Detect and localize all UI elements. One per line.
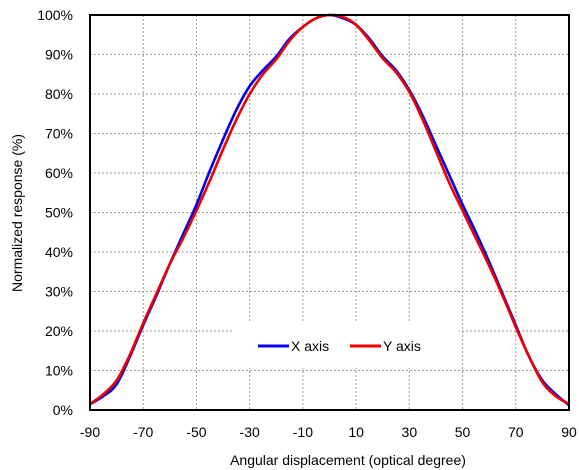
y-tick-labels: 0% 10% 20% 30% 40% 50% 60% 70% 80% 90% 100%	[37, 7, 73, 418]
y-tick-label: 10%	[45, 363, 73, 379]
x-tick-label: 10	[348, 424, 364, 440]
x-tick-label: 90	[561, 424, 577, 440]
legend-label-y-axis: Y axis	[383, 338, 421, 354]
y-axis-label: Normalized response (%)	[9, 134, 25, 292]
y-tick-label: 70%	[45, 126, 73, 142]
x-tick-label: -90	[80, 424, 100, 440]
x-tick-label: -10	[293, 424, 313, 440]
y-tick-label: 0%	[53, 402, 73, 418]
x-tick-labels: -90 -70 -50 -30 -10 10 30 50 70 90	[80, 424, 577, 440]
y-tick-label: 50%	[45, 205, 73, 221]
y-tick-label: 60%	[45, 165, 73, 181]
y-tick-label: 20%	[45, 323, 73, 339]
y-tick-label: 30%	[45, 284, 73, 300]
x-tick-label: -70	[133, 424, 153, 440]
plot-frame	[89, 14, 570, 411]
x-tick-label: 50	[455, 424, 471, 440]
legend: X axis Y axis	[233, 321, 459, 368]
x-axis-label: Angular displacement (optical degree)	[230, 452, 466, 468]
y-tick-label: 90%	[45, 47, 73, 63]
x-tick-label: 70	[508, 424, 524, 440]
y-tick-label: 100%	[37, 7, 73, 23]
y-tick-label: 40%	[45, 244, 73, 260]
y-tick-label: 80%	[45, 86, 73, 102]
x-tick-label: -30	[240, 424, 260, 440]
x-tick-label: -50	[186, 424, 206, 440]
grid	[90, 15, 569, 410]
x-tick-label: 30	[402, 424, 418, 440]
legend-label-x-axis: X axis	[291, 338, 329, 354]
